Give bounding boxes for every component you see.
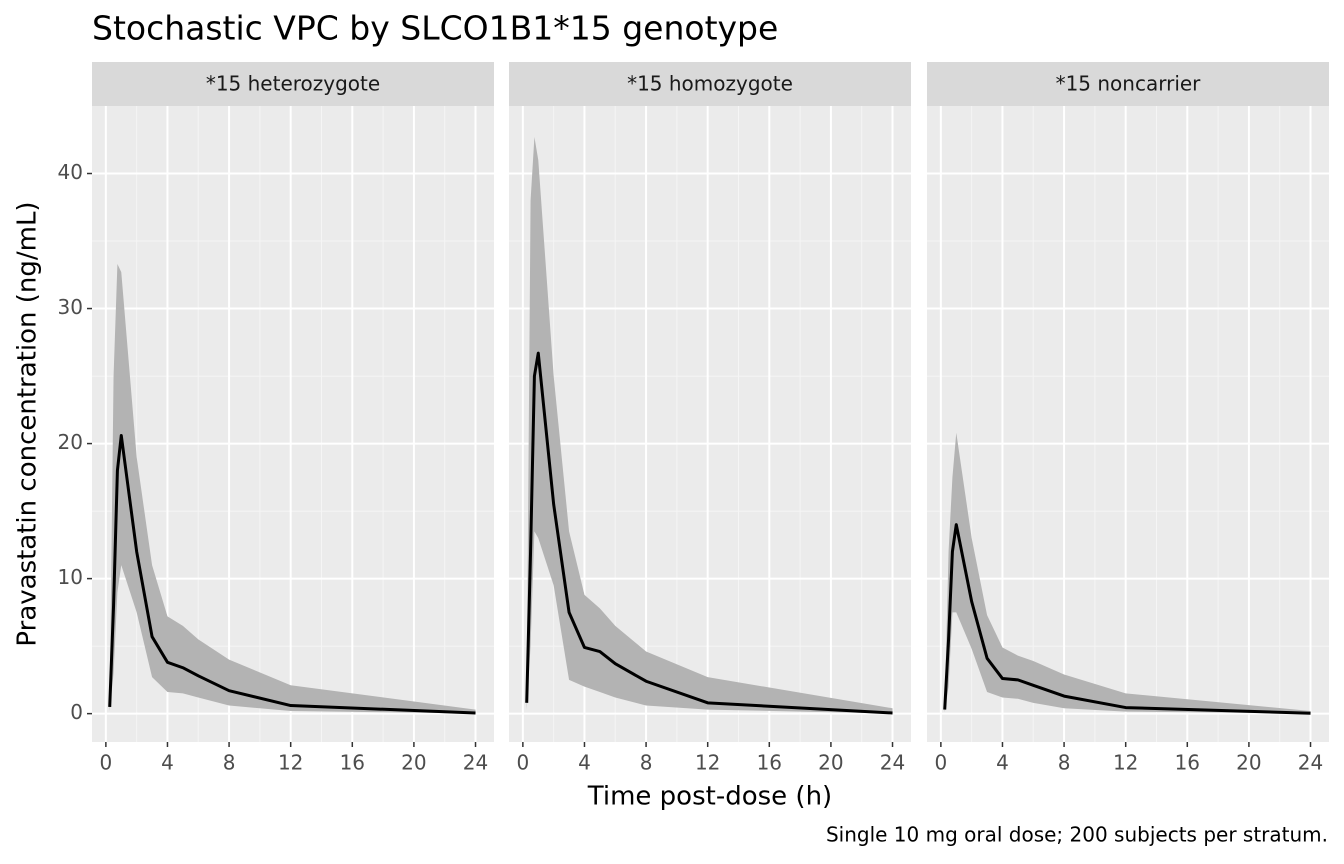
x-tick-label: 24 (1298, 751, 1323, 775)
x-tick-label: 0 (516, 751, 529, 775)
y-tick-label: 10 (58, 565, 83, 589)
x-tick-label: 20 (818, 751, 843, 775)
strip-label: *15 noncarrier (1056, 72, 1202, 96)
x-tick-label: 16 (1175, 751, 1200, 775)
x-tick-label: 4 (996, 751, 1009, 775)
x-tick-label: 20 (1236, 751, 1261, 775)
y-tick-label: 20 (58, 430, 83, 454)
x-tick-label: 12 (1113, 751, 1138, 775)
x-axis-label: Time post-dose (h) (587, 782, 832, 812)
caption: Single 10 mg oral dose; 200 subjects per… (826, 823, 1328, 847)
strip (927, 62, 1329, 106)
y-tick-label: 0 (70, 700, 83, 724)
y-tick-label: 40 (58, 160, 83, 184)
strip-label: *15 heterozygote (206, 72, 380, 96)
x-tick-label: 16 (757, 751, 782, 775)
y-axis-label: Pravastatin concentration (ng/mL) (13, 201, 43, 646)
strip (92, 62, 494, 106)
x-tick-label: 8 (223, 751, 236, 775)
median-line (108, 433, 476, 715)
x-tick-label: 0 (99, 751, 112, 775)
strip-label: *15 homozygote (627, 72, 793, 96)
median-line (525, 351, 893, 715)
x-tick-label: 4 (161, 751, 174, 775)
x-tick-label: 8 (1058, 751, 1071, 775)
x-tick-label: 24 (463, 751, 488, 775)
strip (509, 62, 911, 106)
x-tick-label: 4 (578, 751, 591, 775)
x-tick-label: 16 (340, 751, 365, 775)
chart-title: Stochastic VPC by SLCO1B1*15 genotype (92, 9, 778, 48)
x-tick-label: 12 (695, 751, 720, 775)
median-line (943, 523, 1311, 715)
x-tick-label: 8 (640, 751, 653, 775)
x-tick-label: 0 (934, 751, 947, 775)
x-tick-label: 24 (880, 751, 905, 775)
x-tick-label: 20 (401, 751, 426, 775)
y-tick-label: 30 (58, 295, 83, 319)
x-tick-label: 12 (278, 751, 303, 775)
